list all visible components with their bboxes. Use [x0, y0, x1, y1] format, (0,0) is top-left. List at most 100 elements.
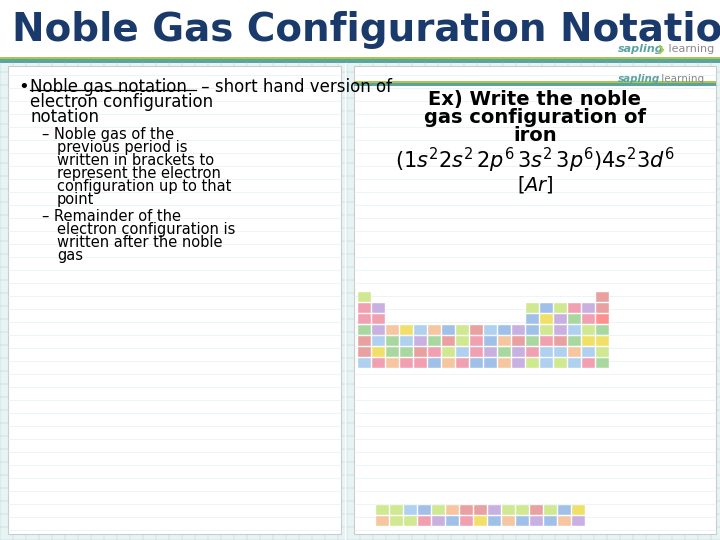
FancyBboxPatch shape: [432, 505, 445, 515]
Text: represent the electron: represent the electron: [57, 166, 221, 181]
FancyBboxPatch shape: [418, 505, 431, 515]
FancyBboxPatch shape: [484, 358, 497, 368]
FancyBboxPatch shape: [404, 505, 417, 515]
FancyBboxPatch shape: [414, 325, 427, 335]
FancyBboxPatch shape: [372, 347, 385, 357]
FancyBboxPatch shape: [432, 516, 445, 526]
FancyBboxPatch shape: [474, 516, 487, 526]
FancyBboxPatch shape: [0, 0, 720, 60]
Text: gas configuration of: gas configuration of: [424, 108, 646, 127]
FancyBboxPatch shape: [596, 314, 609, 324]
FancyBboxPatch shape: [428, 347, 441, 357]
FancyBboxPatch shape: [596, 347, 609, 357]
FancyBboxPatch shape: [372, 358, 385, 368]
FancyBboxPatch shape: [488, 505, 501, 515]
FancyBboxPatch shape: [516, 505, 529, 515]
FancyBboxPatch shape: [386, 358, 399, 368]
Text: electron configuration is: electron configuration is: [57, 222, 235, 237]
FancyBboxPatch shape: [484, 325, 497, 335]
Text: written after the noble: written after the noble: [57, 235, 222, 250]
Text: electron configuration: electron configuration: [30, 93, 213, 111]
FancyBboxPatch shape: [484, 336, 497, 346]
FancyBboxPatch shape: [540, 303, 553, 313]
FancyBboxPatch shape: [526, 303, 539, 313]
FancyBboxPatch shape: [568, 314, 581, 324]
FancyBboxPatch shape: [0, 57, 720, 59]
Text: sapling: sapling: [618, 44, 664, 54]
FancyBboxPatch shape: [358, 358, 371, 368]
Text: – Remainder of the: – Remainder of the: [42, 209, 181, 224]
Text: $[Ar]$: $[Ar]$: [516, 174, 554, 195]
FancyBboxPatch shape: [442, 347, 455, 357]
FancyBboxPatch shape: [446, 505, 459, 515]
FancyBboxPatch shape: [376, 516, 389, 526]
Text: Noble Gas Configuration Notation: Noble Gas Configuration Notation: [12, 11, 720, 49]
FancyBboxPatch shape: [498, 336, 511, 346]
FancyBboxPatch shape: [400, 325, 413, 335]
FancyBboxPatch shape: [526, 336, 539, 346]
FancyBboxPatch shape: [404, 516, 417, 526]
FancyBboxPatch shape: [358, 325, 371, 335]
FancyBboxPatch shape: [582, 347, 595, 357]
FancyBboxPatch shape: [390, 516, 403, 526]
FancyBboxPatch shape: [582, 314, 595, 324]
FancyBboxPatch shape: [554, 303, 567, 313]
FancyBboxPatch shape: [400, 358, 413, 368]
FancyBboxPatch shape: [582, 325, 595, 335]
FancyBboxPatch shape: [376, 505, 389, 515]
FancyBboxPatch shape: [470, 358, 483, 368]
FancyBboxPatch shape: [386, 325, 399, 335]
Text: Noble gas notation: Noble gas notation: [30, 78, 187, 96]
FancyBboxPatch shape: [526, 358, 539, 368]
FancyBboxPatch shape: [568, 336, 581, 346]
FancyBboxPatch shape: [442, 336, 455, 346]
FancyBboxPatch shape: [568, 325, 581, 335]
FancyBboxPatch shape: [470, 347, 483, 357]
FancyBboxPatch shape: [596, 303, 609, 313]
FancyBboxPatch shape: [516, 516, 529, 526]
FancyBboxPatch shape: [488, 516, 501, 526]
FancyBboxPatch shape: [0, 62, 345, 540]
FancyBboxPatch shape: [526, 347, 539, 357]
FancyBboxPatch shape: [512, 347, 525, 357]
FancyBboxPatch shape: [582, 303, 595, 313]
FancyBboxPatch shape: [372, 325, 385, 335]
Text: learning: learning: [665, 44, 714, 54]
FancyBboxPatch shape: [596, 358, 609, 368]
FancyBboxPatch shape: [554, 314, 567, 324]
FancyBboxPatch shape: [8, 66, 341, 534]
FancyBboxPatch shape: [358, 303, 371, 313]
FancyBboxPatch shape: [428, 358, 441, 368]
FancyBboxPatch shape: [358, 347, 371, 357]
FancyBboxPatch shape: [358, 292, 371, 302]
Text: previous period is: previous period is: [57, 140, 187, 155]
FancyBboxPatch shape: [502, 516, 515, 526]
FancyBboxPatch shape: [372, 336, 385, 346]
FancyBboxPatch shape: [390, 505, 403, 515]
FancyBboxPatch shape: [414, 358, 427, 368]
FancyBboxPatch shape: [442, 358, 455, 368]
Text: $(1s^{2}2s^{2}\,2p^{6}\,3s^{2}\,3p^{6})4s^{2}3d^{6}$: $(1s^{2}2s^{2}\,2p^{6}\,3s^{2}\,3p^{6})4…: [395, 146, 675, 175]
Text: written in brackets to: written in brackets to: [57, 153, 214, 168]
FancyBboxPatch shape: [568, 347, 581, 357]
FancyBboxPatch shape: [354, 81, 716, 83]
FancyBboxPatch shape: [582, 358, 595, 368]
FancyBboxPatch shape: [568, 358, 581, 368]
FancyBboxPatch shape: [372, 303, 385, 313]
FancyBboxPatch shape: [414, 336, 427, 346]
Text: gas: gas: [57, 248, 83, 263]
FancyBboxPatch shape: [526, 325, 539, 335]
FancyBboxPatch shape: [354, 82, 716, 86]
FancyBboxPatch shape: [498, 325, 511, 335]
FancyBboxPatch shape: [358, 336, 371, 346]
FancyBboxPatch shape: [400, 347, 413, 357]
FancyBboxPatch shape: [554, 347, 567, 357]
FancyBboxPatch shape: [540, 314, 553, 324]
FancyBboxPatch shape: [596, 292, 609, 302]
FancyBboxPatch shape: [512, 336, 525, 346]
FancyBboxPatch shape: [456, 358, 469, 368]
Text: iron: iron: [513, 126, 557, 145]
FancyBboxPatch shape: [596, 336, 609, 346]
FancyBboxPatch shape: [554, 358, 567, 368]
FancyBboxPatch shape: [347, 62, 720, 540]
